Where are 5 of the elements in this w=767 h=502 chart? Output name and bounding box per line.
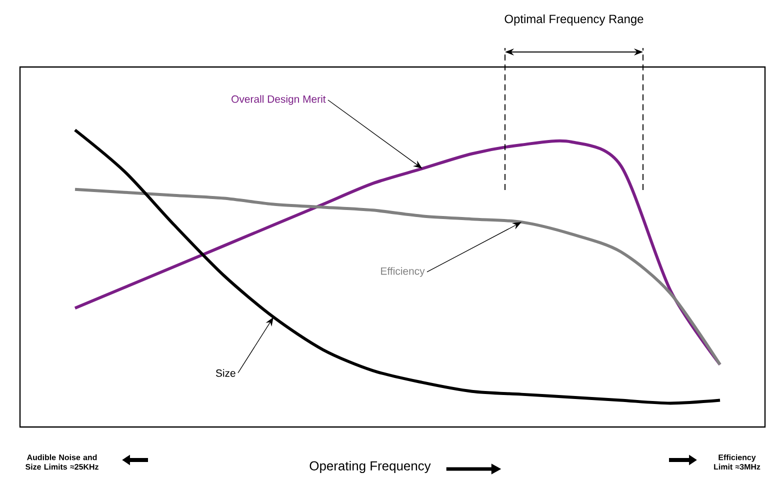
text: Optimal Frequency Range <box>504 14 644 26</box>
text: Size <box>216 369 236 377</box>
text: Efficiency <box>381 267 425 277</box>
text: Overall Design Merit <box>232 95 326 105</box>
x-axis-title: Operating Frequency <box>310 460 431 474</box>
